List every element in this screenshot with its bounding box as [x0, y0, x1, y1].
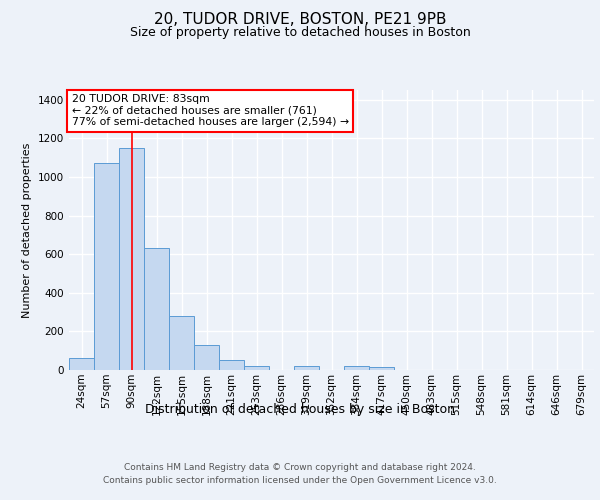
Bar — [144, 248, 169, 370]
Text: Distribution of detached houses by size in Boston: Distribution of detached houses by size … — [145, 402, 455, 415]
Bar — [119, 148, 144, 370]
Text: Contains HM Land Registry data © Crown copyright and database right 2024.: Contains HM Land Registry data © Crown c… — [124, 462, 476, 471]
Y-axis label: Number of detached properties: Number of detached properties — [22, 142, 32, 318]
Bar — [219, 360, 244, 370]
Bar — [69, 358, 94, 370]
Bar — [194, 345, 219, 370]
Bar — [244, 366, 269, 370]
Text: Size of property relative to detached houses in Boston: Size of property relative to detached ho… — [130, 26, 470, 39]
Text: 20 TUDOR DRIVE: 83sqm
← 22% of detached houses are smaller (761)
77% of semi-det: 20 TUDOR DRIVE: 83sqm ← 22% of detached … — [71, 94, 349, 128]
Text: 20, TUDOR DRIVE, BOSTON, PE21 9PB: 20, TUDOR DRIVE, BOSTON, PE21 9PB — [154, 12, 446, 28]
Bar — [369, 366, 394, 370]
Text: Contains public sector information licensed under the Open Government Licence v3: Contains public sector information licen… — [103, 476, 497, 485]
Bar — [344, 366, 369, 370]
Bar — [294, 366, 319, 370]
Bar — [94, 164, 119, 370]
Bar — [169, 316, 194, 370]
